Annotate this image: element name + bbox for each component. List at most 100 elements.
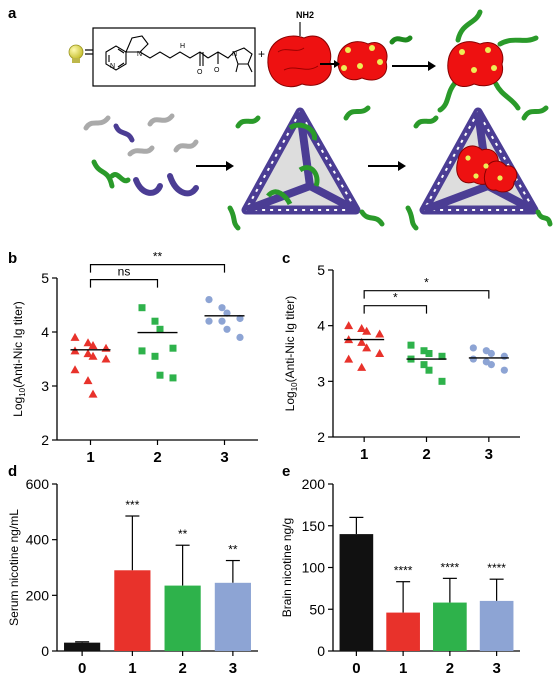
y-tick-label: 0: [41, 643, 49, 659]
data-point-circle: [500, 352, 508, 360]
y-tick-label: 100: [302, 560, 326, 576]
data-point-square: [425, 350, 433, 357]
data-point-triangle: [357, 362, 367, 371]
data-point-square: [438, 352, 446, 360]
y-tick-label: 3: [41, 378, 49, 394]
data-point-triangle: [375, 329, 385, 338]
y-axis-label: Log10(Anti-Nic Ig titer): [283, 296, 299, 412]
svg-text:O: O: [214, 67, 220, 74]
data-point-triangle: [101, 343, 111, 352]
y-tick-label: 200: [302, 476, 326, 492]
svg-text:H: H: [180, 43, 185, 50]
dna-tetrahedron-icon: [227, 105, 385, 231]
y-tick-label: 5: [317, 262, 325, 278]
x-tick-label: 0: [78, 660, 86, 675]
x-tick-label: 1: [128, 660, 136, 675]
data-point-circle: [487, 361, 495, 369]
dna-conjugate-icon: [437, 9, 539, 113]
y-axis-label: Brain nicotine ng/g: [280, 518, 294, 617]
bar: [64, 642, 101, 651]
panel-d-label: d: [8, 463, 17, 480]
significance-label: ****: [487, 561, 506, 575]
data-point-triangle: [357, 337, 367, 346]
arrow-icon: [196, 161, 234, 171]
chart-c: 2 3 4 5 1 2 3 Log10(Anti-Nic Ig titer) * *: [283, 262, 520, 463]
comparison-bracket: [89, 279, 159, 288]
data-point-triangle: [344, 321, 354, 330]
protein-carrier-icon: NH2: [267, 10, 332, 88]
svg-text:N: N: [110, 63, 115, 70]
svg-text:N: N: [137, 51, 142, 58]
y-tick-label: 5: [41, 270, 49, 286]
significance-label: ns: [118, 265, 131, 279]
x-tick-label: 2: [153, 449, 161, 466]
data-point-square: [156, 371, 164, 379]
data-point-square: [151, 352, 159, 360]
y-tick-label: 2: [41, 432, 49, 448]
bar: [339, 534, 374, 651]
bar: [433, 602, 467, 651]
hapten-protein-conjugate-icon: [337, 41, 388, 81]
dna-strands-icon: [83, 113, 199, 197]
data-point-circle: [500, 366, 508, 374]
amine-label: NH2: [296, 10, 314, 20]
x-tick-label: 2: [446, 660, 454, 675]
bar: [386, 612, 420, 651]
data-point-triangle: [70, 332, 80, 341]
data-point-circle: [205, 296, 213, 304]
bar: [479, 600, 514, 651]
data-point-circle: [223, 325, 231, 333]
nicotine-hapten-structure: [92, 27, 256, 87]
x-tick-label: 3: [485, 446, 493, 463]
data-point-triangle: [375, 349, 385, 357]
panel-a-label: a: [8, 5, 17, 22]
data-point-square: [420, 347, 428, 355]
svg-text:O: O: [197, 69, 203, 76]
y-axis-label: Log10(Anti-Nic Ig titer): [11, 301, 27, 417]
x-tick-label: 3: [492, 660, 500, 675]
data-point-circle: [218, 317, 226, 325]
y-tick-label: 400: [26, 532, 50, 548]
chart-e: 0 50 100 150 200 0 1 2 3 Brain nicotine ng/g **** *…: [280, 476, 520, 675]
y-tick-label: 4: [41, 324, 49, 340]
data-point-triangle: [70, 365, 80, 374]
data-point-circle: [236, 333, 244, 341]
data-point-triangle: [83, 349, 93, 358]
x-tick-label: 2: [422, 446, 430, 463]
x-tick-label: 3: [229, 660, 237, 675]
data-point-triangle: [83, 376, 93, 385]
x-tick-label: 1: [86, 449, 94, 466]
significance-label: ****: [394, 564, 413, 578]
svg-text:N: N: [232, 51, 237, 58]
panel-c: c 2 3 4 5 1 2 3 Log10(Anti-Nic Ig titer) * *: [282, 250, 520, 463]
data-point-square: [156, 325, 164, 333]
panel-e: e 0 50 100 150 200 0 1 2 3 Brain nicotine ng/g ***…: [280, 463, 520, 675]
data-point-triangle: [344, 354, 354, 363]
panel-b: b 2 3 4 5 1 2 3 Log10(Anti-Nic Ig titer) ns **: [8, 250, 258, 466]
chart-b: 2 3 4 5 1 2 3 Log10(Anti-Nic Ig titer) ns **: [11, 250, 258, 466]
data-point-circle: [469, 355, 477, 363]
data-point-square: [438, 377, 446, 385]
data-point-circle: [218, 304, 226, 312]
svg-text:+: +: [258, 47, 265, 61]
significance-label: ****: [441, 560, 460, 574]
data-point-triangle: [88, 341, 98, 349]
data-point-triangle: [83, 338, 93, 347]
hapten-legend-icon: [68, 44, 93, 63]
y-tick-label: 2: [317, 429, 325, 445]
data-point-square: [138, 347, 146, 355]
data-point-circle: [236, 314, 244, 323]
significance-label: ***: [125, 498, 139, 512]
significance-label: **: [228, 543, 238, 557]
tetrahedron-conjugate-icon: [405, 105, 553, 231]
data-point-circle: [469, 344, 477, 352]
bar: [214, 582, 251, 651]
arrow-icon: [368, 161, 406, 171]
y-tick-label: 150: [302, 518, 326, 534]
data-point-circle: [205, 317, 213, 325]
significance-label: **: [153, 250, 163, 264]
comparison-bracket: [363, 305, 428, 314]
data-point-triangle: [357, 323, 367, 332]
